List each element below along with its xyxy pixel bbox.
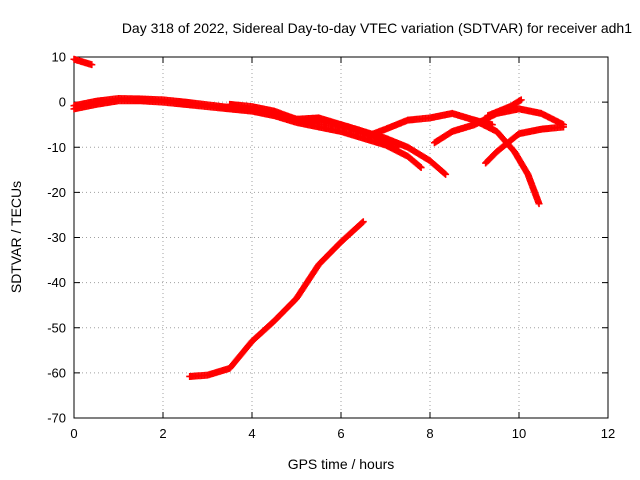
y-tick-label: -60 [47,365,66,380]
x-tick-label: 8 [426,426,433,441]
y-tick-label: -30 [47,230,66,245]
data-point [417,164,425,172]
x-tick-label: 12 [601,426,615,441]
y-tick-label: -40 [47,275,66,290]
y-tick-label: -10 [47,140,66,155]
y-axis-label: SDTVAR / TECUs [8,180,24,294]
grid-lines [74,57,608,418]
data-point [442,170,450,178]
series-arc-h [482,123,567,167]
y-tick-label: 10 [52,50,66,65]
series-arc-d [226,100,403,149]
data-point [535,200,543,208]
series-arc-c [70,95,450,178]
axis-ticks: 0 2 4 6 8 10 12 10 0 -10 -20 -30 -40 -50 -60 -70 [47,50,615,442]
series-arc-g [471,116,543,208]
x-tick-label: 6 [337,426,344,441]
x-tick-label: 2 [159,426,166,441]
series-arc-e [364,109,496,140]
y-tick-label: -70 [47,411,66,426]
data-point [358,219,366,227]
data-point [416,163,424,171]
data-point [395,141,403,149]
x-tick-label: 10 [512,426,526,441]
series-arc-j [186,218,367,380]
y-tick-label: -20 [47,185,66,200]
chart-title: Day 318 of 2022, Sidereal Day-to-day VTE… [121,20,632,36]
y-tick-label: -50 [47,320,66,335]
y-tick-label: 0 [59,95,66,110]
series-arc-a [70,55,96,69]
x-tick-label: 4 [248,426,255,441]
data-point [440,169,448,177]
x-axis-label: GPS time / hours [287,456,395,472]
data-point [560,123,567,131]
data-point [359,218,367,226]
data-points [70,55,567,380]
data-point [88,61,96,69]
series-arc-i [484,96,525,120]
x-tick-label: 0 [70,426,77,441]
data-point [517,96,525,104]
